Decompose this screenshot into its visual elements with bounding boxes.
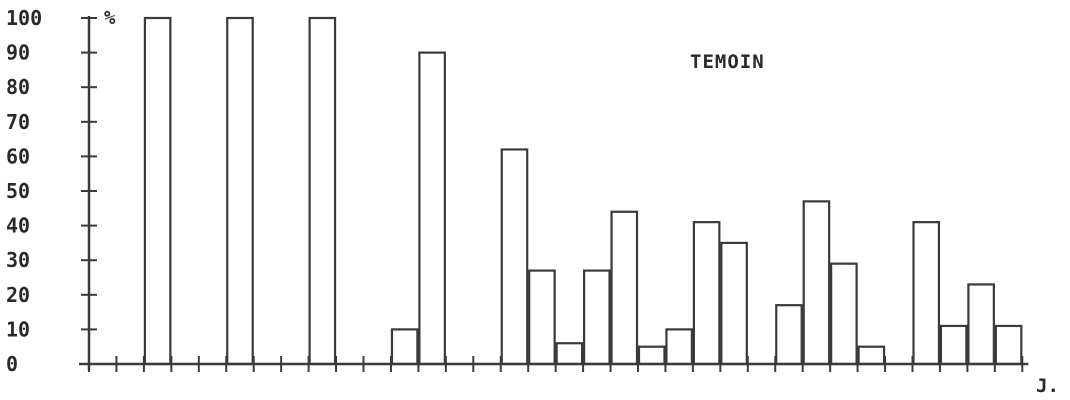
y-tick-label: 50 [6,179,30,203]
bar [555,342,584,366]
bar [994,324,1023,366]
bar [939,324,968,366]
y-tick-label: 20 [6,283,30,307]
x-axis-label: J. [1036,375,1059,397]
bar [967,283,995,366]
bar [610,210,639,366]
chart-title: TEMOIN [690,51,765,73]
bar [528,269,556,366]
y-tick-label: 0 [6,352,18,376]
bar [418,51,446,366]
y-tick-label: 100 [6,6,42,30]
bars [143,16,1023,366]
bar [500,148,529,366]
bar [308,16,337,366]
bar [582,269,611,366]
bar [143,16,172,366]
y-tick-label: 60 [6,144,30,168]
bar [720,241,748,366]
bar [390,328,419,366]
bar [775,304,803,366]
y-tick-label: 70 [6,110,30,134]
bar [912,221,941,366]
bar [637,345,666,366]
bar [857,345,886,366]
y-tick-label: 10 [6,317,30,341]
y-tick-label: 80 [6,75,30,99]
y-axis-label: % [104,7,116,29]
y-tick-label: 30 [6,248,30,272]
bar [226,16,254,366]
bar [830,262,858,366]
bar [802,200,831,366]
bar [692,221,721,366]
y-tick-label: 90 [6,41,30,65]
bar [665,328,694,366]
y-tick-label: 40 [6,214,30,238]
